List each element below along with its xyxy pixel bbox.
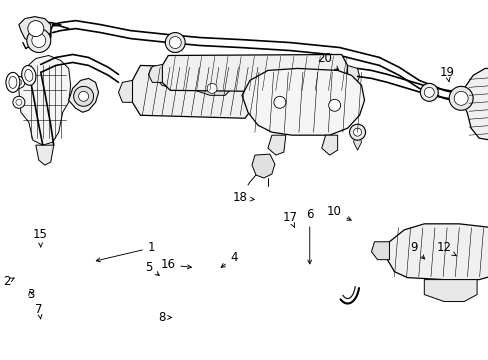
Text: 11: 11 <box>0 359 1 360</box>
Circle shape <box>79 91 88 101</box>
Text: 10: 10 <box>326 205 350 220</box>
Circle shape <box>74 86 93 106</box>
Circle shape <box>448 86 472 110</box>
Polygon shape <box>267 135 285 155</box>
Polygon shape <box>36 145 54 165</box>
Circle shape <box>424 87 433 97</box>
Text: 3: 3 <box>27 288 34 301</box>
Polygon shape <box>255 82 267 105</box>
Circle shape <box>28 21 44 37</box>
Circle shape <box>349 124 365 140</box>
Text: 4: 4 <box>221 251 238 267</box>
Polygon shape <box>460 68 488 140</box>
Polygon shape <box>19 55 71 145</box>
Text: 16: 16 <box>160 258 191 271</box>
Circle shape <box>453 91 467 105</box>
Polygon shape <box>162 54 347 92</box>
Text: 9: 9 <box>409 241 424 259</box>
Ellipse shape <box>21 66 36 85</box>
Text: 12: 12 <box>435 241 455 256</box>
Text: 8: 8 <box>158 311 171 324</box>
Text: 5: 5 <box>144 261 159 275</box>
Polygon shape <box>321 135 337 155</box>
Circle shape <box>169 37 181 49</box>
Circle shape <box>13 96 25 108</box>
Polygon shape <box>347 66 359 84</box>
Circle shape <box>273 96 285 108</box>
Text: 6: 6 <box>305 208 313 264</box>
Ellipse shape <box>9 76 17 88</box>
Text: 18: 18 <box>233 192 254 204</box>
Polygon shape <box>371 242 388 260</box>
Text: 13: 13 <box>0 359 1 360</box>
Ellipse shape <box>25 69 33 81</box>
Ellipse shape <box>6 72 20 92</box>
Text: 19: 19 <box>439 66 454 82</box>
Polygon shape <box>424 280 476 302</box>
Text: 14: 14 <box>0 359 1 360</box>
Text: 20: 20 <box>316 52 338 70</box>
Polygon shape <box>251 154 274 178</box>
Polygon shape <box>132 66 255 118</box>
Polygon shape <box>386 224 488 280</box>
Text: 17: 17 <box>282 211 297 227</box>
Polygon shape <box>148 64 162 82</box>
Circle shape <box>27 28 51 53</box>
Circle shape <box>353 128 361 136</box>
Text: 7: 7 <box>35 303 42 319</box>
Text: 15: 15 <box>33 228 48 247</box>
Text: 2: 2 <box>3 275 14 288</box>
Circle shape <box>16 80 22 85</box>
Polygon shape <box>242 68 364 135</box>
Polygon shape <box>195 82 229 95</box>
Circle shape <box>328 99 340 111</box>
Polygon shape <box>155 72 178 88</box>
Circle shape <box>165 32 185 53</box>
Polygon shape <box>353 135 361 150</box>
Circle shape <box>32 33 46 48</box>
Circle shape <box>420 84 437 101</box>
Polygon shape <box>118 80 132 102</box>
Text: 1: 1 <box>96 241 155 262</box>
Circle shape <box>13 76 25 88</box>
Polygon shape <box>68 78 99 112</box>
Polygon shape <box>19 17 51 42</box>
Circle shape <box>207 84 217 93</box>
Circle shape <box>16 99 22 105</box>
